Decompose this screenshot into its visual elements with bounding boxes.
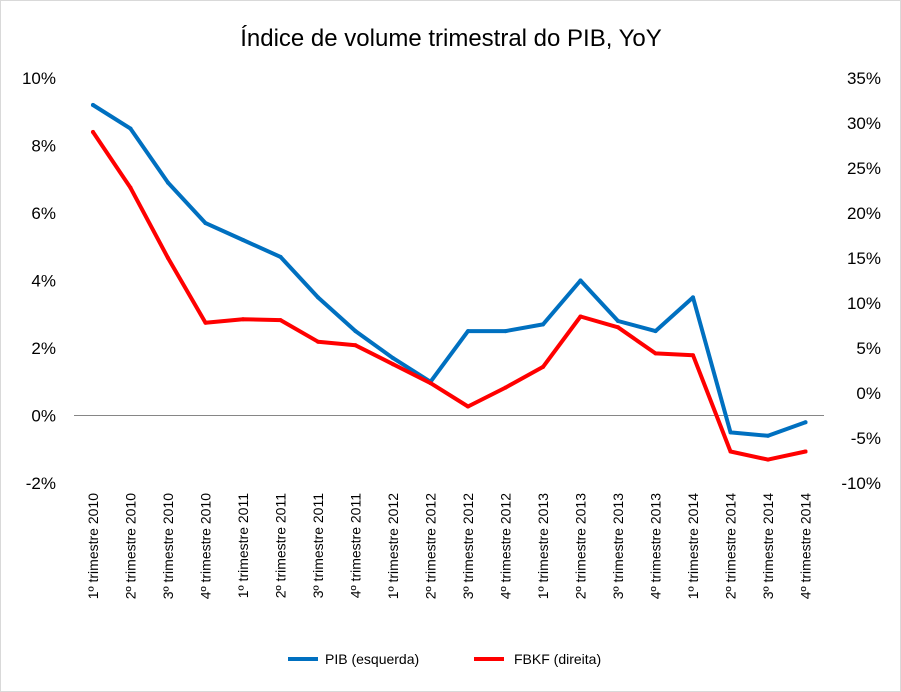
category-label: 4º trimestre 2012 [498,493,514,599]
data-point [353,343,358,348]
data-point [128,185,133,190]
left-axis: -2% 0% 2% 4% 6% 8% 10% [22,69,56,493]
data-point [541,364,545,369]
category-label: 2º trimestre 2011 [273,493,289,598]
data-point [466,329,470,334]
data-point [278,254,283,259]
category-label: 3º trimestre 2011 [310,493,326,598]
data-point [241,317,245,322]
data-point [616,319,620,323]
series-line-pib [91,103,808,438]
data-point [803,449,808,454]
legend-label: FBKF (direita) [514,651,601,667]
data-point [503,329,508,334]
data-point [691,295,695,300]
data-point [766,457,770,462]
right-tick-label: 10% [847,294,881,313]
data-point [353,329,358,334]
chart-title: Índice de volume trimestral do PIB, YoY [240,25,662,52]
data-point [578,314,583,319]
right-tick-label: 25% [847,159,881,178]
category-label: 3º trimestre 2014 [760,493,776,599]
left-tick-label: 8% [31,137,56,156]
data-point [541,322,545,327]
legend-label: PIB (esquerda) [325,651,419,667]
right-axis: -10% -5% 0% 5% 10% 15% 20% 25% 30% 35% [841,69,881,493]
category-label: 1º trimestre 2011 [235,493,251,598]
category-label: 1º trimestre 2013 [535,493,551,599]
data-point [241,238,245,242]
data-point [728,430,733,435]
right-tick-label: 5% [856,339,881,358]
category-label: 4º trimestre 2010 [198,493,214,599]
category-label: 3º trimestre 2013 [610,493,626,599]
data-point [766,433,770,438]
data-point [428,381,433,386]
data-point [128,126,133,131]
data-point [691,353,695,358]
data-point [278,318,283,323]
category-label: 2º trimestre 2014 [723,493,739,599]
right-tick-label: 35% [847,69,881,88]
right-tick-label: 15% [847,249,881,268]
category-label: 4º trimestre 2011 [348,493,364,598]
data-point [803,420,808,425]
category-label: 2º trimestre 2013 [573,493,589,599]
category-axis: 1º trimestre 2010 2º trimestre 2010 3º tri… [85,493,814,599]
left-tick-label: 6% [31,204,56,223]
category-label: 2º trimestre 2012 [423,493,439,599]
category-label: 1º trimestre 2014 [685,493,701,599]
category-label: 3º trimestre 2010 [160,493,176,599]
data-point [166,180,170,185]
data-point [391,362,395,367]
category-label: 4º trimestre 2014 [798,493,814,599]
series-lines [91,103,808,462]
data-point [616,325,620,330]
data-point [316,295,320,300]
right-tick-label: -5% [851,429,881,448]
data-point [166,256,170,260]
right-tick-label: 0% [856,384,881,403]
left-tick-label: 0% [31,407,56,426]
data-point [316,339,320,344]
series-line-fbkf [91,130,808,462]
data-point [91,103,95,107]
data-point [653,351,658,356]
data-point [203,221,208,226]
category-label: 2º trimestre 2010 [123,493,139,599]
left-tick-label: 2% [31,339,56,358]
category-label: 3º trimestre 2012 [460,493,476,599]
data-point [728,449,733,454]
data-point [503,385,508,390]
legend: PIB (esquerda) FBKF (direita) [288,651,601,667]
category-label: 1º trimestre 2010 [85,493,101,599]
left-tick-label: -2% [26,474,56,493]
category-label: 4º trimestre 2013 [648,493,664,599]
data-point [578,278,583,283]
right-tick-label: 20% [847,204,881,223]
data-point [391,356,395,361]
category-label: 1º trimestre 2012 [385,493,401,599]
data-point [203,320,208,325]
right-tick-label: -10% [841,474,881,493]
data-point [653,329,658,334]
data-point [466,404,470,409]
left-tick-label: 10% [22,69,56,88]
left-tick-label: 4% [31,272,56,291]
right-tick-label: 30% [847,114,881,133]
data-point [91,130,95,134]
